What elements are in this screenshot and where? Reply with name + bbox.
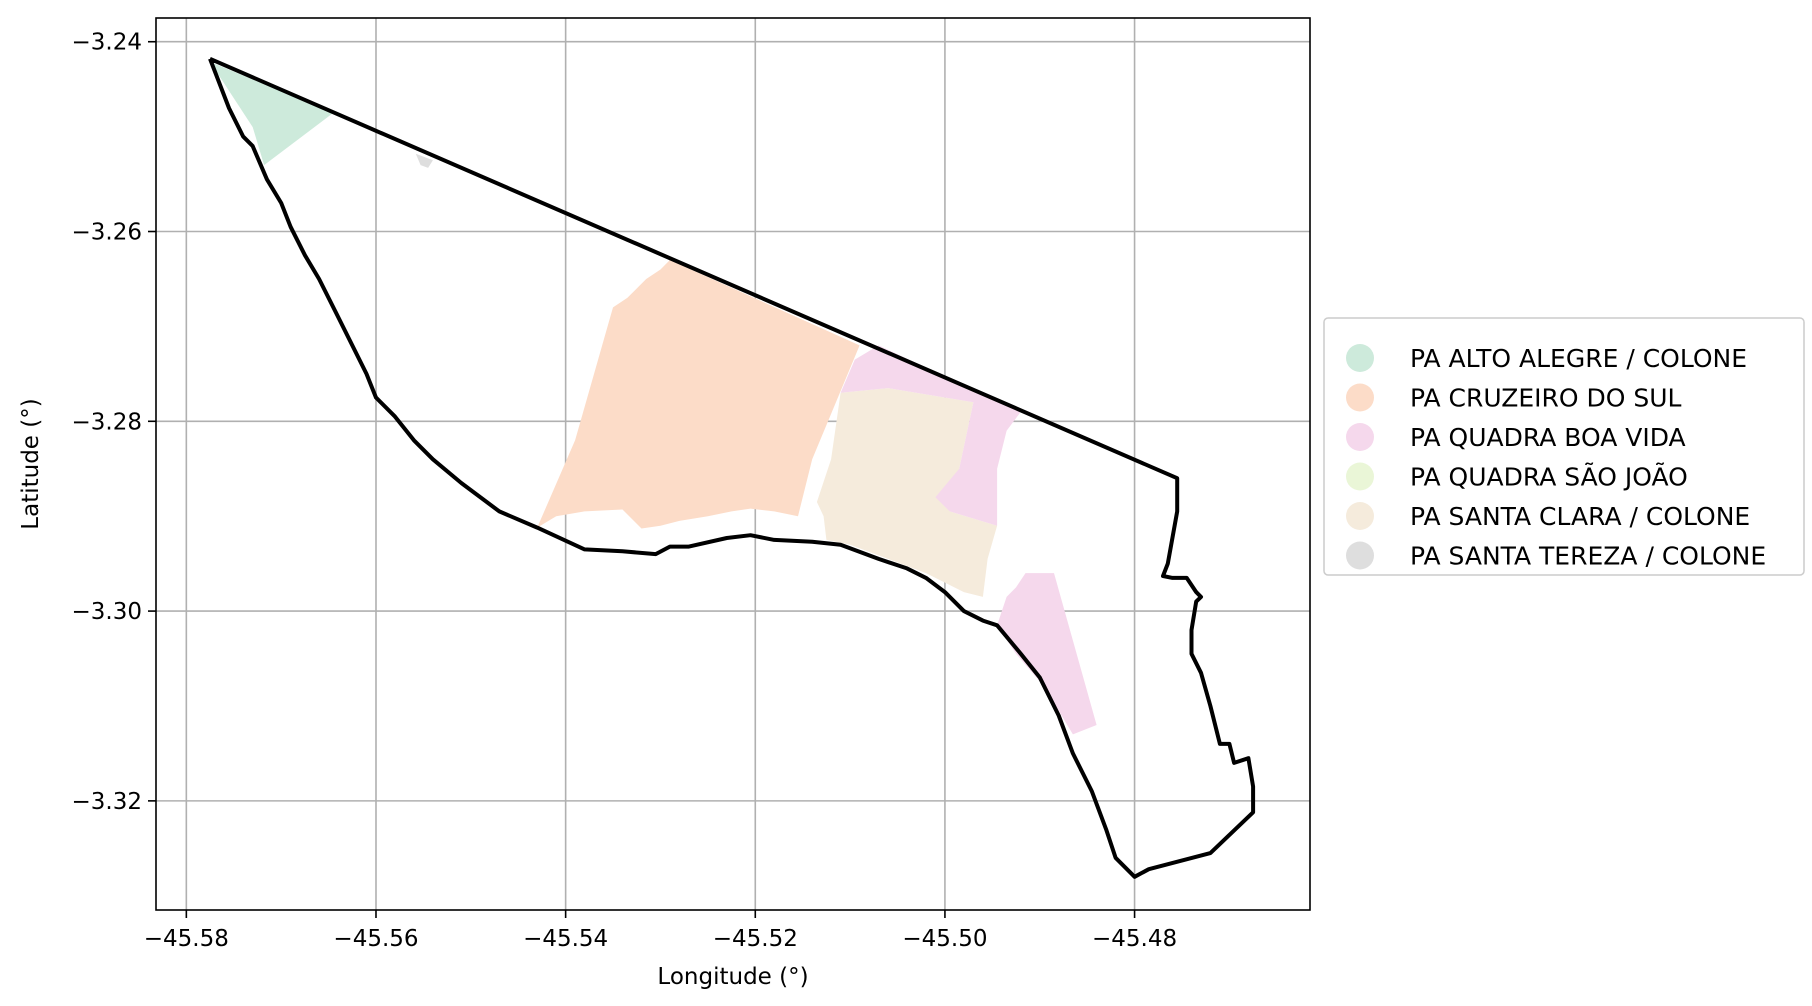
legend-swatch-5 — [1346, 541, 1374, 570]
legend-box — [1323, 317, 1805, 576]
x-tick-label-4: −45.50 — [902, 926, 987, 952]
y-axis-label: Latitude (°) — [18, 398, 44, 529]
y-tick-label-0: −3.24 — [72, 30, 142, 56]
y-tick-label-4: −3.32 — [72, 789, 142, 815]
legend-swatch-2 — [1346, 423, 1374, 451]
region-pa-santa-clara-colone-3 — [816, 388, 998, 597]
legend-swatch-4 — [1346, 502, 1374, 530]
plot-area-frame — [155, 17, 1311, 911]
region-pa-quadra-boa-vida-4 — [840, 345, 1021, 526]
y-tick-label-3: −3.30 — [72, 599, 142, 625]
legend-label-3: PA QUADRA SÃO JOÃO — [1410, 462, 1688, 492]
legend-label-1: PA CRUZEIRO DO SUL — [1410, 384, 1682, 413]
x-axis-ticks: −45.58 −45.56 −45.54 −45.52 −45.50 −45.48 — [144, 910, 1177, 952]
boundary-outline — [208, 56, 1256, 879]
x-tick-label-3: −45.52 — [713, 926, 798, 952]
study-area-boundary — [208, 56, 1256, 879]
legend-swatch-0 — [1346, 344, 1374, 372]
y-tick-label-2: −3.28 — [72, 409, 142, 435]
legend-label-4: PA SANTA CLARA / COLONE — [1410, 502, 1750, 531]
legend: PA ALTO ALEGRE / COLONE PA CRUZEIRO DO SU… — [1323, 317, 1805, 576]
x-axis-label: Longitude (°) — [657, 964, 808, 990]
legend-label-0: PA ALTO ALEGRE / COLONE — [1410, 344, 1747, 373]
x-tick-label-2: −45.54 — [523, 926, 608, 952]
region-pa-quadra-boa-vida-5 — [997, 573, 1097, 735]
legend-entries: PA ALTO ALEGRE / COLONE PA CRUZEIRO DO SU… — [1346, 344, 1766, 571]
region-pa-alto-alegre-colone-0 — [210, 61, 334, 166]
legend-swatch-1 — [1346, 383, 1374, 412]
x-tick-label-1: −45.56 — [333, 926, 418, 952]
y-axis-ticks: −3.24 −3.26 −3.28 −3.30 −3.32 — [72, 30, 156, 815]
region-pa-santa-tereza-colone-1 — [415, 153, 433, 168]
x-tick-label-0: −45.58 — [144, 926, 229, 952]
x-tick-label-5: −45.48 — [1092, 926, 1177, 952]
settlement-regions — [210, 61, 1097, 735]
region-pa-cruzeiro-do-sul-2 — [537, 260, 860, 529]
legend-label-2: PA QUADRA BOA VIDA — [1410, 423, 1686, 452]
legend-swatch-3 — [1346, 462, 1374, 491]
y-tick-label-1: −3.26 — [72, 220, 142, 246]
legend-label-5: PA SANTA TEREZA / COLONE — [1410, 542, 1766, 571]
